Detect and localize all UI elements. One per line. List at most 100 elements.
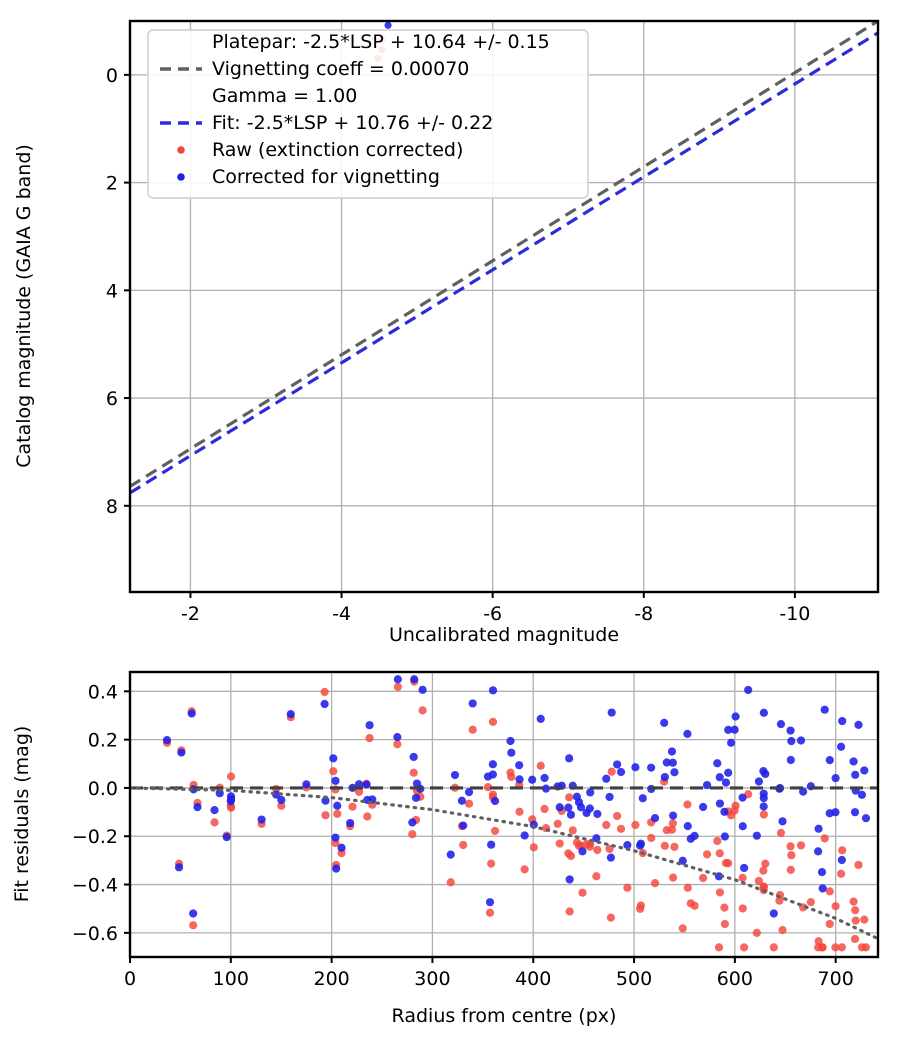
residual-corrected-point: [451, 771, 459, 779]
residual-raw-point: [854, 861, 862, 869]
residual-corrected-point: [683, 730, 691, 738]
residual-corrected-point: [740, 864, 748, 872]
residual-corrected-point: [564, 803, 572, 811]
residual-raw-point: [607, 914, 615, 922]
residual-raw-point: [631, 821, 639, 829]
top-ytick-label: 4: [106, 280, 118, 302]
legend-entry-label: Gamma = 1.00: [212, 85, 357, 107]
residual-raw-point: [608, 768, 616, 776]
residual-corrected-point: [713, 759, 721, 767]
residual-raw-point: [819, 943, 827, 951]
residual-corrected-point: [607, 854, 615, 862]
residual-corrected-point: [770, 909, 778, 917]
residual-corrected-point: [333, 802, 341, 810]
residual-raw-point: [761, 860, 769, 868]
top-xtick-label: -2: [181, 603, 200, 625]
legend-entry-label: Raw (extinction corrected): [212, 139, 463, 161]
residual-raw-point: [669, 819, 677, 827]
residual-raw-point: [210, 818, 218, 826]
residual-raw-point: [778, 926, 786, 934]
residual-corrected-point: [831, 808, 839, 816]
residual-raw-point: [739, 904, 747, 912]
residual-corrected-point: [851, 808, 859, 816]
residual-raw-point: [837, 870, 845, 878]
residual-corrected-point: [593, 810, 601, 818]
residual-corrected-point: [727, 739, 735, 747]
residual-corrected-point: [515, 775, 523, 783]
bottom-xtick-label: 500: [616, 968, 652, 990]
residual-corrected-point: [605, 793, 613, 801]
residual-raw-point: [408, 830, 416, 838]
residual-corrected-point: [567, 811, 575, 819]
residual-corrected-point: [491, 797, 499, 805]
residual-corrected-point: [831, 774, 839, 782]
residual-raw-point: [569, 826, 577, 834]
bottom-xtick-label: 600: [717, 968, 753, 990]
residual-raw-point: [393, 740, 401, 748]
residual-raw-point: [567, 852, 575, 860]
residual-raw-point: [348, 803, 356, 811]
top-ytick-label: 0: [106, 65, 118, 87]
top-panel-legend: Platepar: -2.5*LSP + 10.64 +/- 0.15Vigne…: [148, 30, 588, 198]
photometry-figure: -2-4-6-8-1002468 Uncalibrated magnitude …: [0, 0, 900, 1050]
residual-raw-point: [566, 907, 574, 915]
residual-corrected-point: [647, 764, 655, 772]
residual-corrected-point: [329, 754, 337, 762]
residual-raw-point: [363, 812, 371, 820]
bottom-ytick-label: 0.2: [88, 730, 118, 752]
top-xtick-label: -8: [634, 603, 653, 625]
residual-raw-point: [715, 943, 723, 951]
residual-corrected-point: [566, 875, 574, 883]
residual-corrected-point: [755, 777, 763, 785]
residual-corrected-point: [332, 865, 340, 873]
residual-raw-point: [670, 843, 678, 851]
residual-corrected-point: [819, 884, 827, 892]
residual-raw-point: [777, 829, 785, 837]
residual-raw-point: [679, 924, 687, 932]
residual-raw-point: [703, 850, 711, 858]
residual-raw-point: [602, 821, 610, 829]
residual-corrected-point: [331, 833, 339, 841]
residual-raw-point: [554, 820, 562, 828]
residual-raw-point: [760, 810, 768, 818]
residual-corrected-point: [651, 814, 659, 822]
bottom-ytick-label: 0.0: [88, 778, 118, 800]
residual-raw-point: [333, 810, 341, 818]
residual-corrected-point: [699, 803, 707, 811]
residual-corrected-point: [489, 770, 497, 778]
residual-corrected-point: [669, 812, 677, 820]
residual-raw-point: [862, 943, 870, 951]
residual-corrected-point: [744, 686, 752, 694]
top-yaxis-label: Catalog magnitude (GAIA G band): [13, 144, 35, 468]
residual-raw-point: [724, 859, 732, 867]
residual-raw-point: [720, 904, 728, 912]
residual-corrected-point: [506, 737, 514, 745]
residual-raw-point: [447, 878, 455, 886]
residual-raw-point: [592, 872, 600, 880]
residual-corrected-point: [410, 753, 418, 761]
residual-raw-point: [849, 898, 857, 906]
residual-raw-point: [651, 879, 659, 887]
residual-raw-point: [732, 802, 740, 810]
legend-dot-icon: [177, 146, 185, 154]
bottom-ytick-label: 0.4: [88, 681, 118, 703]
residual-corrected-point: [408, 818, 416, 826]
residual-raw-point: [759, 867, 767, 875]
residual-raw-point: [740, 943, 748, 951]
residual-corrected-point: [257, 815, 265, 823]
top-corrected-point: [399, 0, 406, 3]
residual-corrected-point: [486, 898, 494, 906]
residual-corrected-point: [849, 757, 857, 765]
residual-raw-point: [797, 841, 805, 849]
residual-raw-point: [189, 921, 197, 929]
residual-corrected-point: [412, 794, 420, 802]
residual-corrected-point: [393, 733, 401, 741]
residual-corrected-point: [787, 737, 795, 745]
residual-raw-point: [786, 842, 794, 850]
bottom-xtick-label: 100: [213, 968, 249, 990]
residual-raw-point: [770, 943, 778, 951]
residual-corrected-point: [459, 822, 467, 830]
residual-corrected-point: [661, 773, 669, 781]
residual-corrected-point: [608, 708, 616, 716]
residual-corrected-point: [337, 844, 345, 852]
